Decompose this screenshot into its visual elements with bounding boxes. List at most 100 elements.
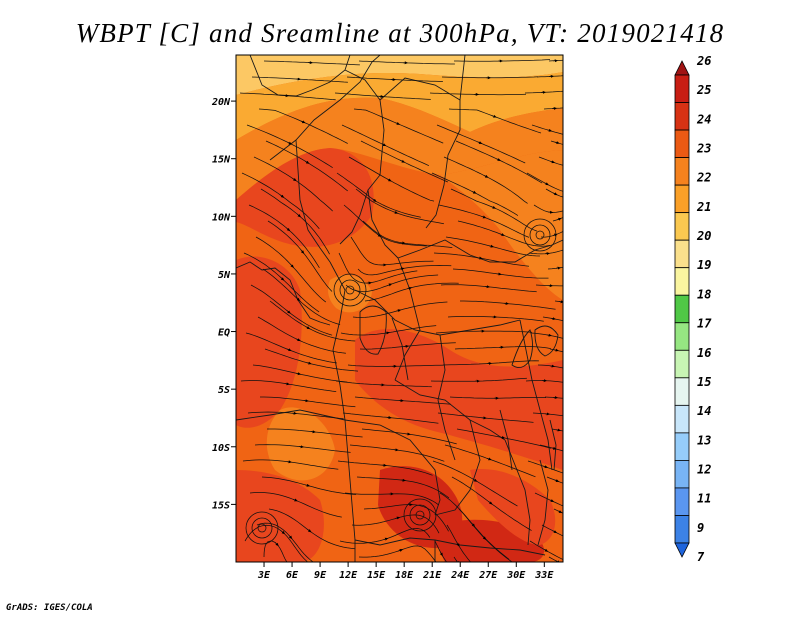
streamline-arrow bbox=[496, 158, 501, 161]
streamline-arrow bbox=[549, 364, 556, 368]
lon-tick-label: 24E bbox=[450, 570, 470, 581]
streamline-arrow bbox=[296, 297, 301, 302]
colorbar-level-label: 26 bbox=[696, 54, 711, 68]
streamline-arrow bbox=[554, 141, 560, 145]
wbpt-contour-fill bbox=[266, 407, 335, 481]
lat-tick-label: 10N bbox=[212, 212, 231, 223]
streamline-arrow bbox=[558, 300, 563, 304]
streamline-arrow bbox=[500, 436, 506, 439]
streamline-arrow bbox=[395, 516, 401, 520]
colorbar-level-label: 7 bbox=[697, 550, 705, 564]
lat-tick-label: 15N bbox=[212, 155, 231, 166]
streamline-arrow bbox=[481, 215, 487, 219]
lon-tick-label: 12E bbox=[339, 570, 358, 581]
streamline-arrow bbox=[555, 428, 561, 432]
streamline-arrow bbox=[304, 160, 310, 164]
chart-title: WBPT [C] and Sreamline at 300hPa, VT: 20… bbox=[75, 18, 725, 48]
colorbar-swatch bbox=[674, 129, 690, 158]
streamline-arrow bbox=[491, 205, 496, 209]
streamline-arrow bbox=[486, 457, 492, 461]
streamline-arrow bbox=[398, 548, 404, 552]
colorbar-swatch bbox=[674, 74, 690, 103]
streamline-arrow bbox=[288, 534, 293, 540]
streamline-arrow bbox=[400, 241, 406, 245]
circulation-ring bbox=[409, 504, 431, 526]
streamline-arrow bbox=[386, 178, 392, 182]
streamline-arrow bbox=[296, 213, 302, 218]
streamline-arrow bbox=[544, 182, 549, 186]
lon-tick-label: 30E bbox=[506, 570, 526, 581]
colorbar-swatch bbox=[674, 460, 690, 489]
streamline-arrow bbox=[551, 446, 557, 450]
colorbar-level-label: 16 bbox=[697, 346, 711, 360]
colorbar-level-label: 13 bbox=[697, 433, 711, 447]
streamline-arrow bbox=[292, 498, 298, 502]
colorbar-level-label: 11 bbox=[697, 492, 711, 506]
colorbar-level-label: 25 bbox=[696, 83, 711, 97]
wbpt-contour-fills bbox=[236, 55, 563, 562]
streamline-arrow bbox=[396, 309, 402, 313]
circulation-ring bbox=[245, 511, 279, 545]
colorbar-swatch bbox=[674, 349, 690, 379]
streamline-arrow bbox=[300, 249, 305, 254]
streamline-arrow bbox=[499, 233, 505, 236]
streamline-arrow bbox=[488, 501, 493, 505]
streamline-arrow bbox=[471, 190, 477, 194]
streamline-arrow bbox=[488, 244, 495, 248]
colorbar: 7 9 11 12 13 14 15 16 17 18 19 20 21 22 23 24 25 26 bbox=[674, 54, 712, 564]
streamline-arrow bbox=[496, 272, 502, 276]
streamline-arrow bbox=[456, 542, 460, 547]
lat-tick-label: 5N bbox=[218, 270, 231, 281]
colorbar-swatch bbox=[674, 294, 690, 324]
streamline-arrow bbox=[384, 331, 390, 335]
streamline-arrow bbox=[547, 128, 553, 132]
streamline-arrow bbox=[300, 120, 306, 124]
streamline-arrow bbox=[284, 382, 290, 386]
streamline-arrow bbox=[387, 283, 393, 287]
map-frame bbox=[235, 54, 564, 563]
lat-tick-label: 10S bbox=[212, 443, 230, 454]
colorbar-level-label: 20 bbox=[696, 229, 711, 243]
wbpt-contour-fill bbox=[236, 470, 324, 562]
circulation-ring bbox=[251, 517, 273, 539]
streamline-arrow bbox=[393, 210, 399, 214]
streamline-arrow bbox=[543, 465, 549, 469]
wbpt-contour-fill bbox=[236, 256, 302, 428]
streamline-arrow bbox=[399, 267, 405, 271]
lat-tick-label: 15S bbox=[212, 500, 230, 511]
colorbar-swatch bbox=[674, 487, 690, 516]
colorbar-level-label: 24 bbox=[696, 112, 711, 126]
streamline-arrow bbox=[546, 333, 552, 337]
streamlines bbox=[239, 59, 563, 562]
streamline-arrow bbox=[305, 483, 311, 487]
colorbar-level-label: 14 bbox=[697, 404, 711, 418]
streamline-arrow bbox=[543, 548, 549, 552]
wbpt-contour-fill bbox=[470, 469, 556, 545]
streamline-arrow bbox=[305, 326, 311, 330]
lon-tick-label: 6E bbox=[286, 570, 299, 581]
lat-tick-label: 20N bbox=[211, 97, 231, 108]
colorbar-level-label: 12 bbox=[697, 462, 711, 476]
streamline-arrow bbox=[292, 177, 297, 182]
lon-tick-label: 15E bbox=[367, 570, 386, 581]
wbpt-contour-fill bbox=[236, 97, 563, 200]
streamline-arrow bbox=[286, 348, 292, 352]
streamline-arrow bbox=[296, 372, 302, 376]
colorbar-level-label: 22 bbox=[696, 171, 711, 185]
colorbar-level-label: 17 bbox=[697, 317, 712, 331]
colorbar-swatch bbox=[674, 322, 690, 351]
colorbar-swatch bbox=[674, 432, 690, 461]
circulation-ring bbox=[529, 224, 551, 246]
colorbar-level-label: 19 bbox=[697, 258, 711, 272]
colorbar-top-arrow bbox=[674, 60, 690, 76]
streamline-arrow bbox=[483, 174, 489, 178]
streamline-arrow bbox=[557, 510, 563, 513]
colorbar-swatch bbox=[674, 267, 690, 296]
streamline-arrow bbox=[381, 143, 387, 147]
circulation-ring bbox=[535, 230, 545, 240]
colorbar-swatch bbox=[674, 239, 690, 269]
streamline-arrow bbox=[393, 448, 399, 452]
streamline-arrow bbox=[472, 478, 478, 482]
streamline-arrow bbox=[400, 159, 406, 163]
colorbar-swatch bbox=[674, 377, 690, 406]
